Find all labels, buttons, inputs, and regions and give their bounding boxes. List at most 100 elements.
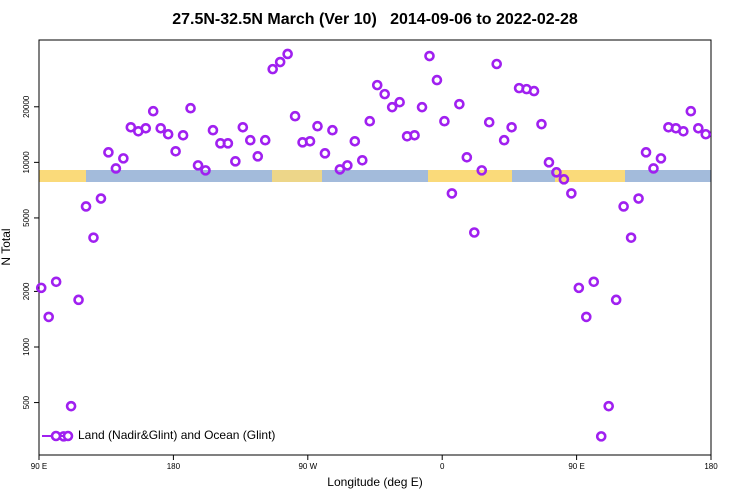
data-point (334, 164, 346, 175)
y-tick-label: 2000 (22, 282, 31, 300)
data-point (625, 232, 637, 243)
x-axis-label: Longitude (deg E) (327, 475, 422, 489)
data-point (304, 135, 316, 147)
data-point (43, 311, 55, 323)
data-point (386, 101, 398, 113)
data-point (416, 101, 428, 113)
y-tick-label: 1000 (22, 338, 31, 356)
data-point (147, 105, 159, 117)
data-point (640, 147, 652, 158)
data-point (685, 105, 697, 117)
data-point (282, 48, 293, 60)
data-point (371, 79, 383, 91)
data-point (446, 188, 458, 199)
chart-title: 27.5N-32.5N March (Ver 10) 2014-09-06 to… (172, 11, 578, 28)
data-point (35, 282, 47, 294)
data-point (88, 232, 99, 243)
data-point (439, 115, 450, 127)
data-point (200, 165, 211, 176)
y-tick-label: 5000 (22, 208, 31, 226)
data-point (155, 122, 167, 134)
data-point (289, 110, 301, 122)
data-point (170, 145, 181, 157)
data-point (319, 148, 331, 159)
data-point (110, 163, 122, 174)
data-point (491, 58, 503, 70)
data-point (588, 276, 600, 288)
x-tick-label: 90 E (31, 462, 47, 471)
data-point (595, 431, 607, 442)
data-point (506, 121, 517, 133)
data-point (125, 121, 137, 133)
data-point (678, 126, 689, 137)
data-point (648, 163, 659, 174)
data-point (327, 124, 338, 136)
data-point (566, 188, 577, 199)
data-point (192, 160, 204, 171)
data-point (185, 102, 196, 114)
data-point (581, 311, 592, 323)
data-point (252, 151, 264, 162)
data-point (618, 201, 629, 212)
data-point (700, 128, 712, 140)
data-point (693, 122, 704, 134)
legend-marker (62, 430, 74, 442)
data-point (274, 56, 286, 68)
data-point (259, 134, 271, 146)
data-point (267, 63, 279, 75)
data-point (237, 121, 249, 133)
data-point (394, 96, 405, 108)
data-point (103, 147, 114, 158)
data-point (603, 400, 615, 412)
data-point (342, 160, 353, 171)
y-tick-label: 500 (22, 395, 31, 409)
data-point (536, 118, 547, 130)
data-point (349, 135, 361, 147)
data-point (65, 400, 77, 412)
land-ocean-strip (39, 170, 711, 182)
y-tick-label: 10000 (22, 151, 31, 174)
data-point (476, 165, 488, 176)
data-point (73, 294, 84, 306)
plot-frame (38, 39, 712, 456)
x-tick-label: 180 (167, 462, 181, 471)
data-point (245, 134, 256, 146)
data-point (357, 155, 368, 166)
x-tick-label: 180 (704, 462, 718, 471)
data-point (461, 152, 473, 163)
data-point (610, 294, 622, 306)
data-point (424, 50, 435, 62)
x-tick-label: 90 W (298, 462, 317, 471)
data-point (95, 193, 107, 204)
x-tick-label: 0 (440, 462, 445, 471)
data-point (222, 138, 234, 149)
data-point (140, 122, 152, 134)
data-point (633, 193, 644, 204)
data-point (655, 153, 667, 164)
y-axis-label: N Total (0, 228, 13, 265)
data-point (498, 134, 510, 146)
data-point (558, 174, 570, 185)
legend-marker (50, 430, 62, 442)
data-point (207, 124, 219, 136)
data-point (483, 116, 495, 128)
data-point (469, 227, 480, 238)
data-point (118, 153, 129, 164)
data-point (50, 276, 62, 288)
data-point (177, 129, 189, 141)
data-point (312, 120, 323, 132)
data-point (431, 74, 443, 86)
x-tick-label: 90 E (568, 462, 584, 471)
data-point (551, 167, 562, 178)
data-point (543, 157, 555, 168)
data-point (454, 98, 465, 110)
y-tick-label: 20000 (22, 95, 31, 118)
data-point (409, 129, 420, 141)
legend-label: Land (Nadir&Glint) and Ocean (Glint) (78, 428, 275, 442)
data-point (364, 115, 376, 127)
data-point (162, 128, 174, 140)
data-point (230, 156, 241, 167)
data-point (528, 85, 540, 97)
